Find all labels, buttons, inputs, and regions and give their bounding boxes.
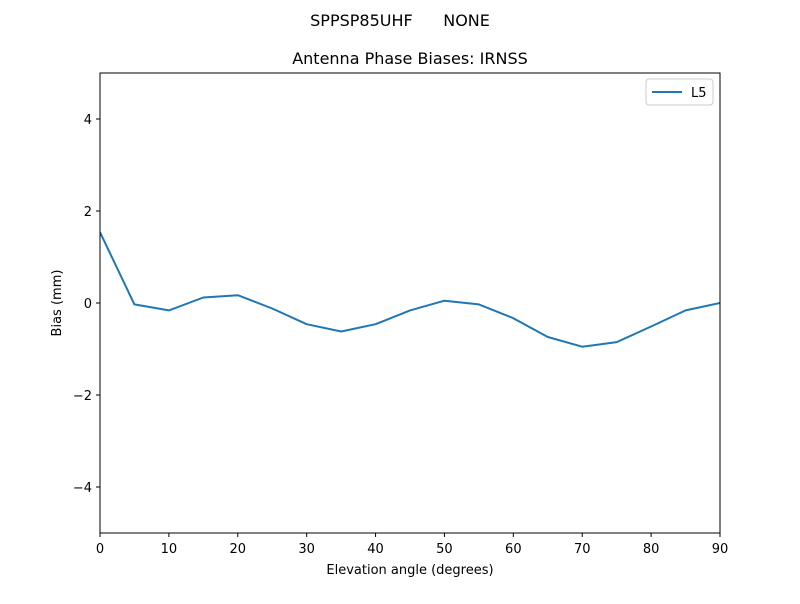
x-tick-label: 40 bbox=[367, 542, 384, 557]
x-axis-ticks: 0 10 20 30 40 50 60 70 80 90 bbox=[96, 533, 728, 557]
legend: L5 bbox=[645, 78, 714, 106]
x-tick-label: 90 bbox=[712, 542, 729, 557]
x-tick-label: 10 bbox=[161, 542, 178, 557]
x-tick-label: 80 bbox=[643, 542, 660, 557]
y-axis-ticks: −4 −2 0 2 4 bbox=[73, 113, 100, 496]
figure-suptitle: SPPSP85UHF NONE bbox=[310, 11, 490, 30]
x-tick-label: 20 bbox=[230, 542, 247, 557]
legend-label: L5 bbox=[691, 86, 707, 101]
y-tick-label: 4 bbox=[84, 113, 92, 128]
y-tick-label: 0 bbox=[84, 297, 92, 312]
x-tick-label: 70 bbox=[574, 542, 591, 557]
y-tick-label: −2 bbox=[73, 389, 92, 404]
x-tick-label: 60 bbox=[505, 542, 522, 557]
y-tick-label: −4 bbox=[73, 481, 92, 496]
x-axis-label: Elevation angle (degrees) bbox=[326, 563, 493, 578]
y-tick-label: 2 bbox=[84, 205, 92, 220]
y-axis-label: Bias (mm) bbox=[50, 270, 65, 337]
plot-area bbox=[100, 231, 720, 348]
series-line-l5 bbox=[100, 231, 720, 348]
x-tick-label: 0 bbox=[96, 542, 104, 557]
x-tick-label: 30 bbox=[298, 542, 315, 557]
x-tick-label: 50 bbox=[436, 542, 453, 557]
chart-title: Antenna Phase Biases: IRNSS bbox=[292, 49, 528, 68]
